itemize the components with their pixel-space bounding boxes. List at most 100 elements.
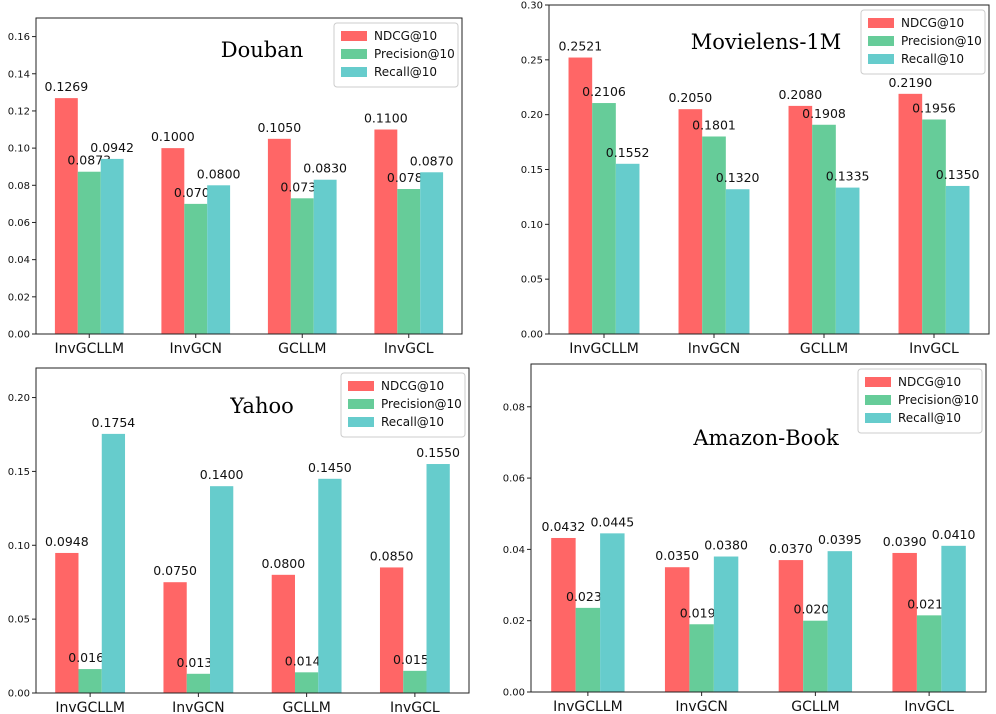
- y-tick-label: 0.04: [8, 255, 30, 266]
- data-label: 0.0780: [387, 170, 431, 185]
- bar: [778, 560, 804, 692]
- bar: [803, 620, 828, 692]
- legend-label: NDCG@10: [898, 375, 961, 389]
- chart-panel-2: 0.2521 0.2050 0.2080 0.2190 0.2106 0.1801 0.19…: [521, 1, 990, 357]
- data-label: 0.2106: [582, 84, 626, 99]
- data-label: 0.0370: [769, 541, 813, 556]
- chart-panel-1: 0.1269 0.1000 0.1050 0.1100 0.0873 0.0700 0.07…: [8, 17, 463, 357]
- bar: [403, 670, 427, 693]
- y-tick-label: 0.15: [8, 467, 30, 478]
- bar: [812, 124, 836, 334]
- x-tick-label: InvGCL: [909, 341, 959, 357]
- bar: [294, 672, 319, 693]
- legend-swatch: [865, 377, 891, 387]
- data-label: 0.1320: [716, 170, 760, 185]
- bar: [702, 136, 726, 334]
- bar: [892, 552, 917, 692]
- data-label: 0.0873: [67, 153, 111, 168]
- x-tick-label: InvGCN: [688, 341, 740, 357]
- data-label: 0.0410: [932, 527, 976, 542]
- data-label: 0.1450: [308, 460, 352, 475]
- y-tick-label: 0.12: [8, 106, 30, 117]
- data-label: 0.0215: [907, 596, 951, 611]
- bar: [184, 203, 208, 334]
- y-tick-label: 0.02: [503, 616, 525, 627]
- legend-label: Precision@10: [901, 34, 982, 48]
- y-tick-label: 0.15: [521, 165, 543, 176]
- bar: [568, 57, 593, 334]
- y-tick-label: 0.04: [503, 545, 525, 556]
- data-label: 0.0350: [655, 548, 699, 563]
- bar: [374, 129, 398, 334]
- legend: NDCG@10 Precision@10 Recall@10: [857, 368, 983, 434]
- legend-swatch: [341, 49, 367, 59]
- data-label: 0.2080: [778, 87, 822, 102]
- data-label: 0.0140: [285, 653, 329, 668]
- data-label: 0.0190: [680, 605, 724, 620]
- plot-frame: [35, 367, 470, 694]
- plot-frame: [530, 363, 987, 693]
- data-label: 0.0390: [883, 534, 927, 549]
- data-label: 0.0830: [303, 161, 347, 176]
- x-tick-label: InvGCL: [384, 341, 434, 357]
- bar: [945, 185, 970, 334]
- y-tick-label: 0.05: [521, 275, 543, 286]
- bar: [575, 607, 601, 692]
- legend-label: Precision@10: [381, 397, 462, 411]
- data-label: 0.0380: [704, 538, 748, 553]
- data-label: 0.0236: [566, 589, 610, 604]
- bar: [664, 567, 690, 692]
- legend: NDCG@10 Precision@10 Recall@10: [340, 372, 466, 438]
- legend-swatch: [868, 18, 894, 28]
- data-label: 0.0162: [68, 650, 112, 665]
- data-label: 0.1050: [257, 120, 301, 135]
- bar: [78, 669, 102, 693]
- y-tick-label: 0.10: [8, 541, 30, 552]
- chart-panel-4: 0.0432 0.0350 0.0370 0.0390 0.0236 0.0190 0.02…: [503, 363, 987, 714]
- chart-title: Douban: [221, 38, 304, 62]
- legend-swatch: [341, 67, 367, 77]
- data-label: 0.0395: [818, 532, 862, 547]
- chart-title: Yahoo: [229, 394, 294, 418]
- data-label: 0.1956: [912, 100, 956, 115]
- data-label: 0.0800: [197, 166, 241, 181]
- chart-title: Movielens-1M: [691, 30, 842, 54]
- y-tick-label: 0.05: [8, 615, 30, 626]
- legend-label: Recall@10: [901, 52, 964, 66]
- data-label: 0.0700: [174, 185, 218, 200]
- bar: [210, 486, 234, 693]
- bar: [922, 119, 946, 334]
- bar: [313, 179, 337, 334]
- legend-swatch: [348, 399, 374, 409]
- legend-label: Precision@10: [374, 47, 455, 61]
- data-label: 0.0750: [153, 563, 197, 578]
- data-label: 0.1754: [92, 415, 136, 430]
- bar: [186, 673, 211, 693]
- x-tick-label: InvGCL: [904, 699, 954, 714]
- y-tick-label: 0.25: [521, 55, 543, 66]
- y-tick-label: 0.02: [8, 292, 30, 303]
- legend-label: Recall@10: [381, 415, 444, 429]
- bar: [916, 615, 942, 692]
- data-label: 0.0432: [542, 519, 586, 534]
- x-tick-label: InvGCN: [170, 341, 222, 357]
- y-tick-label: 0.16: [8, 32, 30, 43]
- chart-title: Amazon-Book: [692, 426, 839, 450]
- data-label: 0.0730: [280, 179, 324, 194]
- y-tick-label: 0.20: [8, 393, 30, 404]
- bar: [788, 105, 813, 334]
- x-tick-label: InvGCLLM: [54, 341, 124, 357]
- data-label: 0.2521: [558, 39, 602, 54]
- data-label: 0.1350: [936, 167, 980, 182]
- data-label: 0.1000: [151, 129, 195, 144]
- legend-swatch: [348, 417, 374, 427]
- legend-swatch: [865, 395, 891, 405]
- legend-label: Recall@10: [898, 411, 961, 425]
- data-label: 0.0942: [90, 140, 134, 155]
- plot-frame: [35, 17, 463, 335]
- bar: [54, 98, 78, 334]
- y-tick-label: 0.10: [8, 144, 30, 155]
- bar: [271, 574, 295, 693]
- bar: [600, 533, 625, 692]
- bar: [551, 537, 576, 692]
